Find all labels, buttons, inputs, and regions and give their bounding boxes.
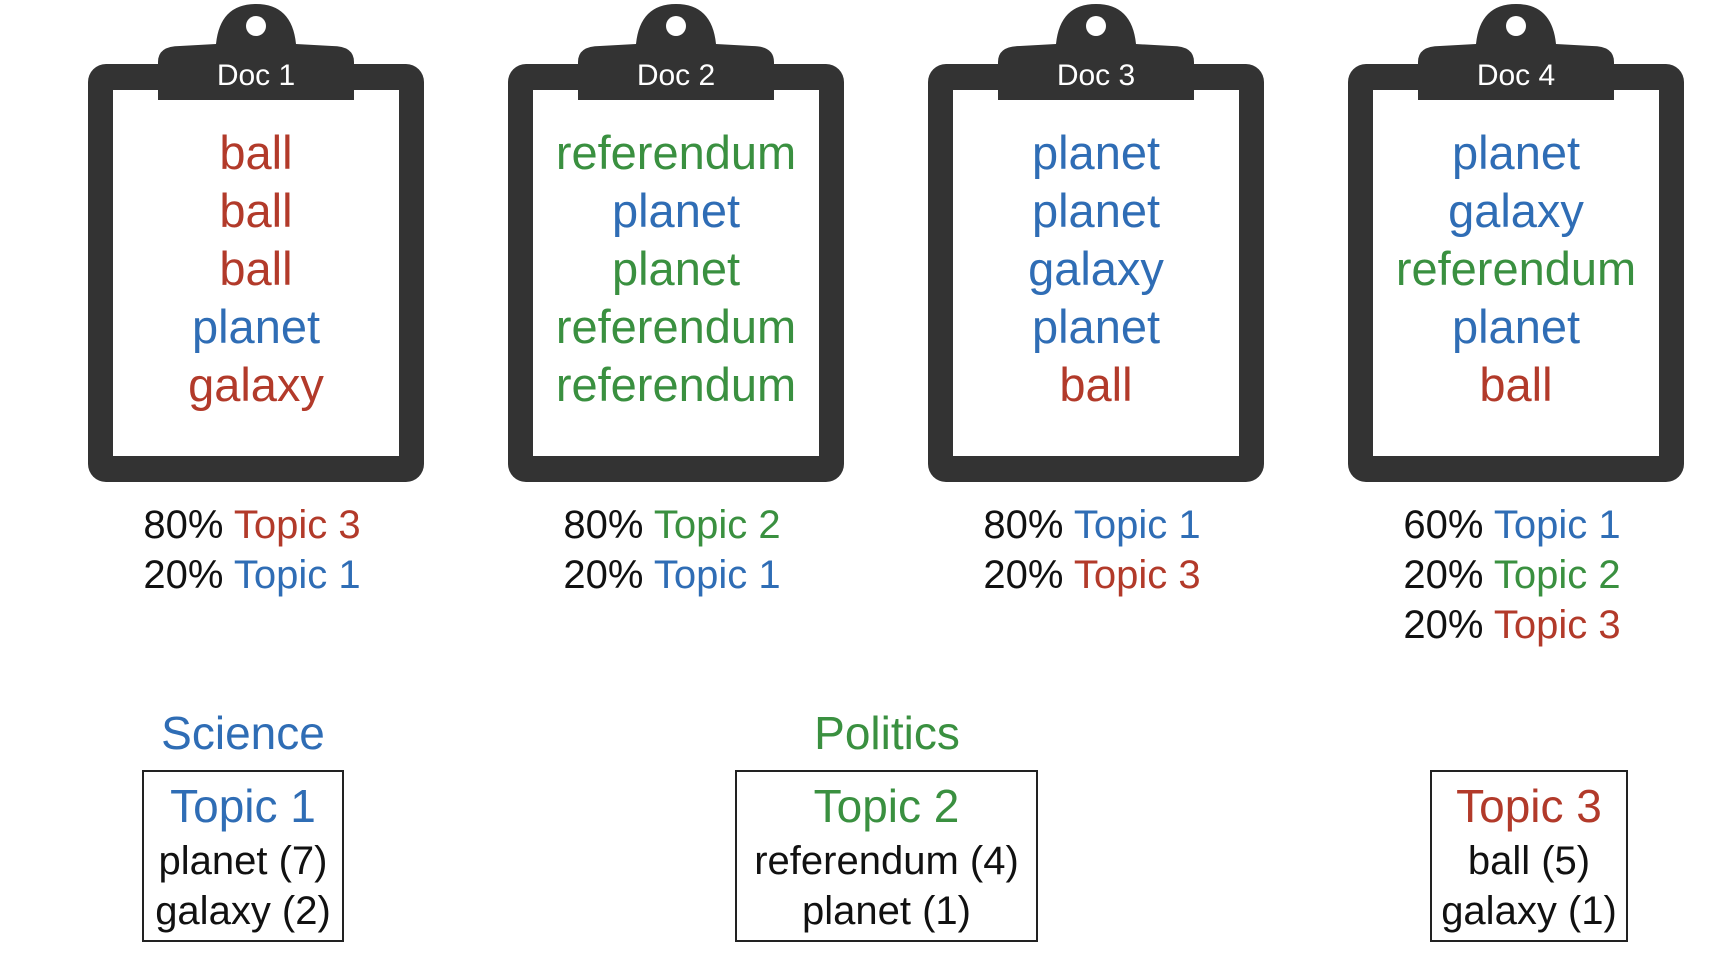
mixture-topic-label: Topic 3 [1073, 553, 1201, 597]
mixture-topic-label: Topic 3 [233, 503, 361, 547]
doc-word: ball [219, 126, 293, 179]
mixture-percent: 80% [143, 503, 224, 547]
mixture-percent: 60% [1403, 503, 1484, 547]
mixture-topic-label: Topic 3 [1493, 603, 1621, 647]
doc-word: referendum [555, 126, 797, 179]
mixture-percent: 80% [563, 503, 644, 547]
document-2: Doc 2 referendum planet planet referendum ref… [508, 0, 848, 490]
topic-category-label: Politics [814, 707, 960, 759]
topic-box: Topic 2 referendum (4) planet (1) [735, 770, 1038, 942]
mixture-topic-label: Topic 1 [653, 553, 781, 597]
doc-word: planet [1451, 300, 1581, 353]
topic-title: Topic 1 [170, 780, 316, 832]
topic-word-count: galaxy (1) [1441, 889, 1617, 933]
topic-box: Topic 3 ball (5) galaxy (1) [1430, 770, 1628, 942]
doc-word-list: planet galaxy referendum planet ball [1348, 124, 1684, 414]
doc-word: planet [611, 184, 741, 237]
mixture-percent: 20% [563, 553, 644, 597]
topic-word-count: referendum (4) [754, 839, 1019, 883]
doc-title: Doc 3 [1056, 59, 1136, 92]
doc-title: Doc 1 [216, 59, 296, 92]
doc-title: Doc 2 [636, 59, 716, 92]
doc-word: referendum [555, 300, 797, 353]
topic-word-count: planet (1) [802, 889, 971, 933]
topic-category-label: Science [161, 707, 325, 759]
topic-title: Topic 2 [813, 780, 960, 832]
mixture-row: 60% Topic 1 [1342, 500, 1682, 550]
doc-word: galaxy [1028, 242, 1164, 295]
mixture-row: 80% Topic 3 [82, 500, 422, 550]
doc-word: ball [219, 184, 293, 237]
clipboard-icon [88, 4, 424, 482]
doc-word-list: planet planet galaxy planet ball [928, 124, 1264, 414]
document-1: Doc 1 ball ball ball planet galaxy [88, 0, 428, 490]
doc-word: ball [1479, 358, 1553, 411]
doc-word: planet [1031, 184, 1161, 237]
mixture-row: 20% Topic 2 [1342, 550, 1682, 600]
doc-word-list: ball ball ball planet galaxy [88, 124, 424, 414]
mixture-percent: 20% [983, 553, 1064, 597]
doc-word: planet [1031, 126, 1161, 179]
mixture-topic-label: Topic 1 [233, 553, 361, 597]
topic-box: Topic 1 planet (7) galaxy (2) [142, 770, 344, 942]
topic-mixture: 60% Topic 1 20% Topic 2 20% Topic 3 [1342, 500, 1682, 650]
mixture-row: 80% Topic 1 [922, 500, 1262, 550]
document-3: Doc 3 planet planet galaxy planet ball [928, 0, 1268, 490]
mixture-percent: 20% [1403, 603, 1484, 647]
mixture-topic-label: Topic 2 [653, 503, 781, 547]
clip-hole [1506, 16, 1526, 36]
doc-word: planet [1031, 300, 1161, 353]
doc-word-list: referendum planet planet referendum referend… [508, 124, 844, 414]
doc-word: referendum [1395, 242, 1637, 295]
mixture-percent: 80% [983, 503, 1064, 547]
mixture-topic-label: Topic 1 [1493, 503, 1621, 547]
mixture-row: 20% Topic 3 [1342, 600, 1682, 650]
topic-mixture: 80% Topic 1 20% Topic 3 [922, 500, 1262, 600]
mixture-topic-label: Topic 1 [1073, 503, 1201, 547]
doc-word: planet [191, 300, 321, 353]
clip-hole [246, 16, 266, 36]
mixture-row: 20% Topic 3 [922, 550, 1262, 600]
doc-word: galaxy [188, 358, 324, 411]
doc-word: galaxy [1448, 184, 1584, 237]
mixture-topic-label: Topic 2 [1493, 553, 1621, 597]
topic-mixture: 80% Topic 2 20% Topic 1 [502, 500, 842, 600]
mixture-percent: 20% [1403, 553, 1484, 597]
document-4: Doc 4 planet galaxy referendum planet ball [1348, 0, 1688, 490]
clipboard-icon [508, 4, 844, 482]
mixture-row: 80% Topic 2 [502, 500, 842, 550]
clipboard-icon [1348, 4, 1684, 482]
doc-word: ball [1059, 358, 1133, 411]
topic-title: Topic 3 [1456, 780, 1602, 832]
doc-word: planet [611, 242, 741, 295]
topic-word-count: galaxy (2) [155, 889, 331, 933]
doc-word: ball [219, 242, 293, 295]
doc-word: planet [1451, 126, 1581, 179]
mixture-percent: 20% [143, 553, 224, 597]
doc-word: referendum [555, 358, 797, 411]
clip-hole [666, 16, 686, 36]
topic-word-count: ball (5) [1467, 839, 1591, 883]
topic-word-count: planet (7) [158, 839, 328, 883]
clip-hole [1086, 16, 1106, 36]
doc-title: Doc 4 [1476, 59, 1556, 92]
mixture-row: 20% Topic 1 [82, 550, 422, 600]
mixture-row: 20% Topic 1 [502, 550, 842, 600]
topic-mixture: 80% Topic 3 20% Topic 1 [82, 500, 422, 600]
clipboard-icon [928, 4, 1264, 482]
